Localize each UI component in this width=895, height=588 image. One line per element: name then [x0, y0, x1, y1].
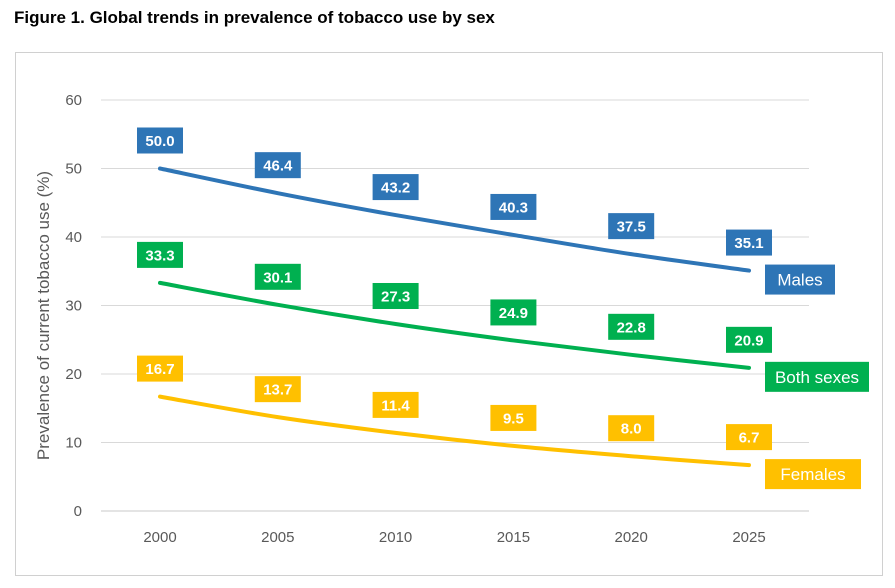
series-name-box [765, 264, 835, 295]
data-label-males: 40.3 [490, 193, 537, 220]
series-name-females: Females [765, 459, 861, 490]
data-label-text: 33.3 [145, 247, 174, 264]
data-label-females: 9.5 [490, 404, 537, 431]
data-label-box [372, 174, 419, 201]
data-label-males: 50.0 [137, 127, 183, 154]
data-label-text: 46.4 [263, 158, 293, 175]
series-name-males: Males [765, 264, 835, 295]
data-label-both-sexes: 22.8 [608, 313, 655, 340]
data-label-males: 35.1 [726, 229, 772, 256]
data-label-males: 37.5 [608, 213, 655, 240]
data-label-text: 24.9 [499, 305, 528, 322]
data-label-box [137, 355, 183, 382]
data-label-box [372, 391, 419, 418]
data-label-text: 50.0 [145, 133, 174, 150]
x-tick-label: 2010 [379, 529, 412, 546]
series-females: 16.7 13.7 11.4 9.5 8.0 6.7 Females [137, 355, 861, 490]
y-tick-label: 10 [65, 435, 82, 452]
data-label-box [726, 229, 772, 256]
data-label-females: 6.7 [726, 424, 772, 451]
x-tick-label: 2015 [497, 529, 530, 546]
data-label-both-sexes: 30.1 [254, 263, 301, 290]
data-label-text: 13.7 [263, 382, 292, 399]
y-axis-ticks: 0 10 20 30 40 50 60 [65, 92, 82, 520]
data-label-text: 37.5 [617, 219, 646, 236]
data-label-box [254, 376, 301, 403]
x-tick-label: 2020 [615, 529, 648, 546]
data-label-box [490, 299, 537, 326]
data-label-males: 46.4 [254, 152, 301, 179]
series-name-box [765, 459, 861, 490]
series-line-males [158, 166, 751, 273]
series-both-sexes: 33.3 30.1 27.3 24.9 22.8 20.9 Both sexes [137, 241, 869, 392]
data-label-box [490, 404, 537, 431]
data-label-females: 16.7 [137, 355, 183, 382]
data-label-text: 27.3 [381, 288, 410, 305]
y-tick-label: 60 [65, 92, 82, 109]
data-label-box [372, 282, 419, 309]
data-label-text: 16.7 [145, 361, 174, 378]
data-label-both-sexes: 27.3 [372, 282, 419, 309]
data-label-text: 11.4 [381, 397, 410, 414]
x-tick-label: 2000 [143, 529, 176, 546]
data-label-text: 6.7 [739, 430, 760, 447]
data-label-box [726, 424, 772, 451]
y-tick-label: 40 [65, 229, 82, 246]
y-tick-label: 0 [74, 503, 82, 520]
data-label-both-sexes: 20.9 [726, 326, 772, 353]
x-tick-label: 2025 [732, 529, 765, 546]
series-name-text: Males [777, 271, 822, 290]
data-label-text: 43.2 [381, 180, 410, 197]
x-axis-ticks: 2000 2005 2010 2015 2020 2025 [143, 529, 765, 546]
y-tick-label: 50 [65, 161, 82, 178]
y-axis-label: Prevalence of current tobacco use (%) [34, 171, 53, 460]
data-label-box [608, 213, 655, 240]
data-label-text: 40.3 [499, 199, 528, 216]
data-label-text: 30.1 [263, 269, 292, 286]
data-label-females: 11.4 [372, 391, 419, 418]
data-label-box [254, 152, 301, 179]
data-label-box [137, 241, 183, 268]
data-label-males: 43.2 [372, 174, 419, 201]
data-label-box [608, 415, 655, 442]
x-tick-label: 2005 [261, 529, 294, 546]
data-label-text: 9.5 [503, 410, 524, 427]
data-label-text: 8.0 [621, 421, 642, 438]
y-tick-label: 30 [65, 298, 82, 315]
data-label-box [490, 193, 537, 220]
series-line-females [158, 394, 751, 468]
data-label-box [137, 127, 183, 154]
series-group: 50.0 46.4 43.2 40.3 37.5 35.1 Males 33.3 30.1 27.… [137, 127, 869, 490]
data-label-box [254, 263, 301, 290]
data-label-females: 8.0 [608, 415, 655, 442]
data-label-box [726, 326, 772, 353]
series-name-box [765, 361, 869, 392]
gridlines [101, 99, 809, 512]
data-label-box [608, 313, 655, 340]
data-label-text: 20.9 [734, 332, 763, 349]
y-tick-label: 20 [65, 366, 82, 383]
series-name-both-sexes: Both sexes [765, 361, 869, 392]
line-chart: 0 10 20 30 40 50 60 2000 2005 2010 2015 2020 2025 P… [34, 92, 869, 546]
data-label-text: 35.1 [734, 235, 763, 252]
chart-frame: 0 10 20 30 40 50 60 2000 2005 2010 2015 2020 2025 P… [15, 52, 883, 576]
data-label-both-sexes: 33.3 [137, 241, 183, 268]
figure-title: Figure 1. Global trends in prevalence of… [14, 8, 495, 27]
series-line-both-sexes [158, 280, 751, 370]
series-males: 50.0 46.4 43.2 40.3 37.5 35.1 Males [137, 127, 835, 295]
series-name-text: Both sexes [775, 368, 859, 387]
data-label-both-sexes: 24.9 [490, 299, 537, 326]
data-label-text: 22.8 [617, 319, 646, 336]
data-label-females: 13.7 [254, 376, 301, 403]
series-name-text: Females [780, 465, 845, 484]
